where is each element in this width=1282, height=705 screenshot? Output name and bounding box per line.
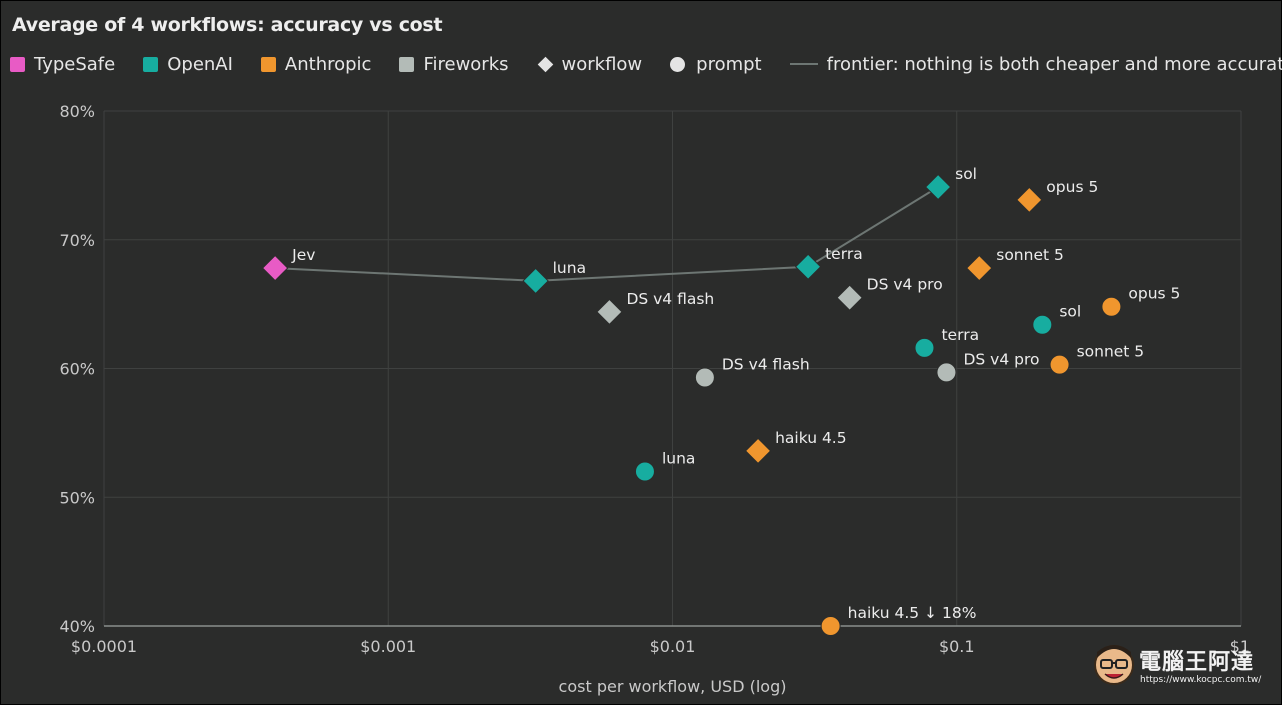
point-label: Jev [291, 246, 315, 264]
legend-item-anthropic: Anthropic [260, 53, 372, 75]
watermark-text: 電腦王阿達 [1139, 650, 1255, 675]
legend-label-openai: OpenAI [167, 53, 233, 75]
point-label: haiku 4.5 [775, 429, 847, 447]
line-icon [789, 63, 818, 65]
legend-item-workflow: workflow [537, 53, 643, 75]
y-tick-label: 80% [59, 102, 95, 121]
legend-label-fireworks: Fireworks [423, 53, 509, 75]
legend-item-openai: OpenAI [143, 54, 233, 75]
prompt-circle-marker [820, 616, 841, 636]
prompt-circle-marker [1049, 354, 1070, 375]
mascot-logo-icon [1094, 645, 1134, 685]
point-label: terra [941, 326, 979, 344]
prompt-circle-marker [1032, 314, 1053, 335]
legend-label-anthropic: Anthropic [284, 53, 372, 75]
point-label: sol [955, 165, 977, 183]
workflow-diamond-marker [836, 284, 863, 311]
workflow-diamond-marker [596, 298, 623, 326]
legend-label-frontier: frontier: nothing is both cheaper and mo… [826, 53, 1282, 75]
point-label: opus 5 [1046, 178, 1098, 196]
prompt-circle-marker [634, 461, 655, 482]
workflow-diamond-marker [966, 254, 993, 282]
watermark-url: https://www.kocpc.com.tw/ [1140, 675, 1262, 685]
x-tick-label: $0.01 [650, 637, 696, 656]
y-tick-label: 50% [59, 488, 95, 507]
legend-item-prompt: prompt [670, 53, 762, 75]
x-axis-label: cost per workflow, USD (log) [558, 677, 787, 696]
point-label: luna [553, 259, 586, 277]
circle-icon [670, 56, 686, 72]
legend-item-fireworks: Fireworks [399, 53, 509, 75]
y-tick-label: 40% [59, 617, 95, 636]
legend-label-prompt: prompt [696, 53, 762, 75]
chart-title: Average of 4 workflows: accuracy vs cost [12, 14, 443, 36]
legend: TypeSafe OpenAI Anthropic Fireworks work… [10, 52, 1282, 76]
anthropic-swatch-icon [260, 56, 276, 72]
x-tick-label: $0.001 [360, 637, 416, 656]
point-label: luna [662, 450, 695, 468]
workflow-diamond-marker [261, 254, 289, 282]
x-tick-label: $0.1 [939, 637, 975, 656]
y-tick-label: 60% [59, 360, 95, 379]
y-tick-label: 70% [59, 231, 95, 250]
point-label: sonnet 5 [1077, 343, 1145, 361]
point-label: terra [825, 245, 863, 263]
prompt-circle-marker [936, 362, 957, 383]
openai-swatch-icon [143, 56, 159, 72]
frontier-line [275, 186, 939, 282]
watermark: 電腦王阿達 https://www.kocpc.com.tw/ [1092, 640, 1272, 692]
x-tick-label: $1 [1230, 637, 1250, 656]
prompt-circle-marker [914, 337, 935, 358]
point-label: DS v4 flash [722, 356, 810, 374]
workflow-diamond-marker [794, 253, 822, 280]
legend-label-typesafe: TypeSafe [34, 53, 116, 75]
workflow-diamond-marker [522, 267, 549, 295]
point-label: haiku 4.5 ↓ 18% [848, 604, 977, 622]
legend-label-workflow: workflow [561, 53, 643, 75]
typesafe-swatch-icon [10, 56, 25, 72]
workflow-diamond-marker [744, 437, 772, 465]
prompt-circle-marker [694, 367, 715, 388]
point-label: sol [1059, 303, 1081, 321]
point-label: opus 5 [1128, 285, 1180, 303]
point-label: sonnet 5 [996, 246, 1064, 264]
fireworks-swatch-icon [399, 56, 415, 72]
legend-item-frontier: frontier: nothing is both cheaper and mo… [789, 53, 1282, 75]
x-tick-label: $0.0001 [71, 637, 137, 656]
workflow-diamond-marker [1016, 186, 1043, 214]
legend-item-typesafe: TypeSafe [10, 54, 115, 75]
workflow-diamond-marker [924, 173, 952, 201]
point-label: DS v4 pro [867, 276, 943, 294]
point-label: DS v4 pro [963, 350, 1039, 368]
point-label: DS v4 flash [626, 290, 714, 308]
prompt-circle-marker [1101, 296, 1122, 317]
